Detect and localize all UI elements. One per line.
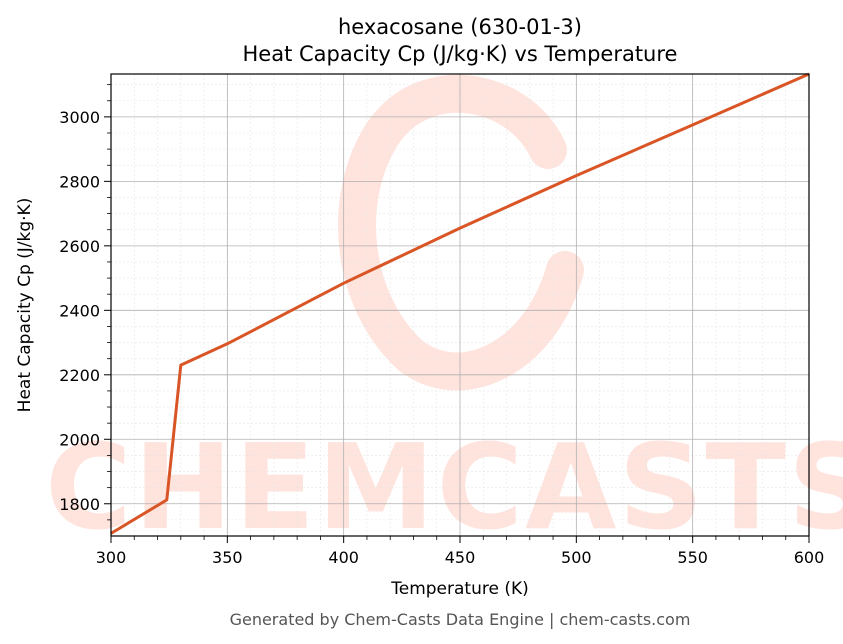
chart-title: hexacosane (630-01-3) [338,15,582,39]
watermark-text: CHEMCASTS [45,418,843,556]
y-tick-label: 1800 [59,495,100,514]
x-tick-label: 500 [561,548,592,567]
x-tick-label: 300 [96,548,127,567]
axis-ticks [104,84,810,543]
tick-labels: 300 350 400 450 500 550 600 1800 2000 2200 2400 260… [59,108,824,567]
watermark-logo-icon [338,74,584,391]
footer-credit: Generated by Chem-Casts Data Engine | ch… [230,610,691,629]
y-tick-label: 2400 [59,301,100,320]
y-tick-label: 2000 [59,430,100,449]
x-tick-label: 400 [328,548,359,567]
y-tick-label: 2800 [59,172,100,191]
y-tick-label: 2200 [59,366,100,385]
x-axis-label: Temperature (K) [390,579,529,599]
x-tick-label: 600 [794,548,825,567]
watermark: CHEMCASTS [45,74,843,556]
y-tick-label: 2600 [59,237,100,256]
chart-subtitle: Heat Capacity Cp (J/kg·K) vs Temperature [243,42,678,66]
series-line [110,72,810,535]
x-tick-label: 550 [677,548,708,567]
y-tick-label: 3000 [59,108,100,127]
y-axis-label: Heat Capacity Cp (J/kg·K) [15,198,35,413]
x-tick-label: 350 [212,548,243,567]
x-tick-label: 450 [445,548,476,567]
